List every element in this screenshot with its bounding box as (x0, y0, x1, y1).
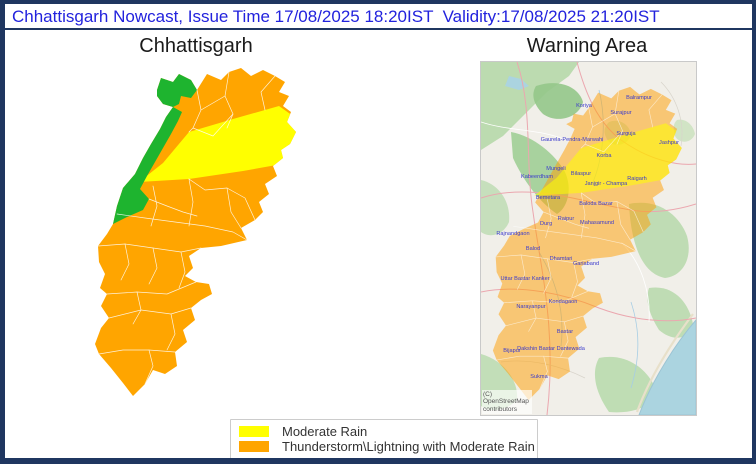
district-labels: Koriya Balrampur Surajpur Surguja Gaurela-Pe… (496, 95, 679, 380)
district-label: Raigarh (627, 176, 647, 182)
attribution-line: contributors (483, 405, 517, 413)
district-label: Uttar Bastar Kanker (500, 276, 549, 282)
legend-label: Thunderstorm\Lightning with Moderate Rai… (282, 439, 535, 454)
district-label: Kabeerdham (521, 174, 553, 180)
legend-row: Moderate Rain (239, 424, 529, 439)
warning-overlay (492, 86, 682, 401)
district-label: Mahasamund (580, 220, 614, 226)
warning-area-map: Koriya Balrampur Surajpur Surguja Gaurela-Pe… (480, 61, 697, 416)
district-label: Mungeli (546, 166, 566, 172)
district-label: Balod (526, 246, 540, 252)
district-label: Korba (597, 153, 613, 159)
district-label: Bemetara (536, 195, 561, 201)
district-label: Durg (540, 221, 552, 227)
district-label: Jashpur (659, 140, 679, 146)
district-label: Gaurela-Pendra-Marwahi (541, 137, 604, 143)
district-label: Surguja (616, 131, 636, 137)
district-label: Raipur (558, 216, 575, 222)
district-label: Bilaspur (571, 171, 591, 177)
forest-patches (481, 62, 695, 413)
district-label: Gariaband (573, 261, 599, 267)
district-label: Dakshin Bastar Dantewada (517, 346, 586, 352)
district-label: Baloda Bazar (579, 201, 613, 207)
bulletin-title: Chhattisgarh Nowcast, Issue Time 17/08/2… (5, 4, 752, 30)
attribution-line: (C) (483, 390, 493, 398)
district-label: Bastar (557, 329, 573, 335)
district-label: Sukma (530, 374, 548, 380)
legend-row: Thunderstorm\Lightning with Moderate Rai… (239, 439, 535, 454)
district-label: Janjgir - Champa (585, 181, 628, 187)
legend-label: Moderate Rain (282, 424, 368, 439)
district-label: Narayanpur (516, 304, 545, 310)
district-label: Koriya (576, 103, 593, 109)
legend: Moderate Rain Thunderstorm\Lightning with… (230, 419, 538, 458)
district-label: Kondagaon (549, 299, 578, 305)
district-label: Bijapur (503, 348, 521, 354)
state-warning-map (95, 68, 296, 396)
left-map-title: Chhattisgarh (139, 35, 253, 57)
osm-attribution: (C) OpenStreetMap contributors (482, 389, 532, 414)
district-label: Rajnandgaon (496, 231, 529, 237)
legend-swatch (239, 441, 269, 452)
right-map-title: Warning Area (526, 35, 648, 57)
district-label: Dhamtari (550, 256, 573, 262)
district-label: Balrampur (626, 95, 652, 101)
district-label: Surajpur (610, 110, 631, 116)
osm-basemap: Koriya Balrampur Surajpur Surguja Gaurela-Pe… (481, 62, 696, 415)
attribution-line: OpenStreetMap (483, 398, 529, 405)
legend-swatch (239, 426, 269, 437)
